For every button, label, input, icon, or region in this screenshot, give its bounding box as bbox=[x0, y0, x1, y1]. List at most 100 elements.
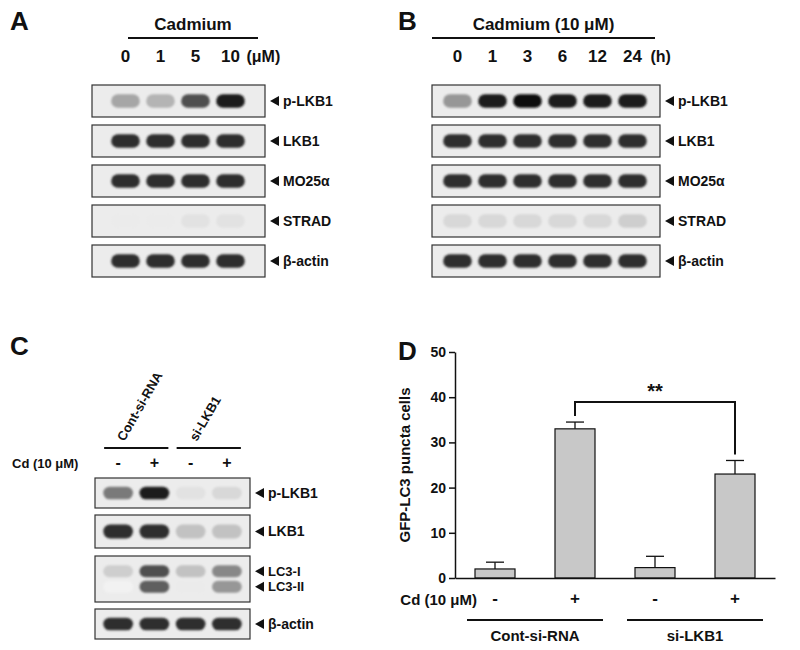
band bbox=[146, 214, 175, 227]
blot-box bbox=[432, 85, 660, 117]
band bbox=[181, 214, 210, 227]
band bbox=[146, 94, 175, 107]
y-tick-mark bbox=[449, 442, 455, 444]
band-arrow bbox=[255, 582, 264, 592]
blot-title: Cadmium (10 μM) bbox=[473, 15, 615, 34]
band bbox=[176, 618, 206, 631]
band-label: LC3-II bbox=[268, 579, 304, 594]
band bbox=[478, 174, 507, 187]
blot-box bbox=[92, 85, 265, 117]
band-arrow bbox=[665, 96, 674, 106]
treatment-label: Cd (10 μM) bbox=[12, 456, 78, 471]
band-label: LC3-I bbox=[268, 564, 301, 579]
figure: ACadmium01510(μM)p-LKB1LKB1MO25αSTRADβ-a… bbox=[0, 0, 800, 650]
lane-unit: (h) bbox=[651, 48, 671, 65]
lane-label: 6 bbox=[558, 47, 567, 66]
band-label: β-actin bbox=[268, 616, 314, 632]
lane-label: 1 bbox=[156, 47, 165, 66]
blot-box bbox=[95, 556, 250, 602]
band bbox=[216, 174, 245, 187]
band-label: p-LKB1 bbox=[678, 93, 728, 109]
panel-letter: C bbox=[10, 331, 29, 361]
band bbox=[146, 254, 175, 267]
blot-box bbox=[432, 245, 660, 277]
y-tick-mark bbox=[449, 397, 455, 399]
band bbox=[548, 134, 577, 147]
x-tick-label: + bbox=[570, 589, 580, 608]
band bbox=[443, 174, 472, 187]
lane-unit: (μM) bbox=[247, 48, 281, 65]
band bbox=[548, 214, 577, 227]
y-tick: 20 bbox=[430, 480, 455, 496]
band-label: MO25α bbox=[283, 173, 330, 189]
error-stem bbox=[734, 460, 735, 474]
error-stem bbox=[574, 422, 575, 429]
y-axis-label: GFP-LC3 puncta cells bbox=[396, 387, 413, 542]
band bbox=[111, 94, 140, 107]
band bbox=[216, 134, 245, 147]
x-tick-label: - bbox=[652, 589, 658, 608]
panel-letter: D bbox=[398, 336, 417, 366]
x-axis-line bbox=[456, 578, 776, 580]
y-axis-line bbox=[455, 353, 457, 579]
x-axis-label: Cd (10 μM) bbox=[400, 591, 477, 608]
lane-label: 0 bbox=[453, 47, 462, 66]
lane-label: 24 bbox=[623, 47, 642, 66]
band bbox=[146, 174, 175, 187]
error-cap bbox=[646, 556, 664, 557]
error-bar bbox=[646, 556, 664, 567]
lane-label: 3 bbox=[523, 47, 532, 66]
band bbox=[146, 134, 175, 147]
band bbox=[583, 134, 612, 147]
y-tick: 40 bbox=[430, 389, 455, 405]
lane-label: + bbox=[150, 454, 159, 471]
group-line bbox=[627, 619, 763, 621]
band bbox=[212, 525, 242, 539]
band bbox=[212, 581, 242, 593]
band bbox=[181, 174, 210, 187]
blot-box bbox=[432, 205, 660, 237]
y-tick-mark bbox=[449, 578, 455, 580]
band-arrow bbox=[270, 216, 279, 226]
band bbox=[140, 487, 170, 500]
error-bar bbox=[726, 460, 744, 474]
y-axis: 01020304050 bbox=[430, 344, 455, 586]
blot-panel: CCont-si-RNAsi-LKB1Cd (10 μM)-+-+p-LKB1L… bbox=[10, 331, 318, 639]
y-tick-mark bbox=[449, 533, 455, 535]
band bbox=[140, 565, 170, 577]
band bbox=[513, 174, 542, 187]
y-tick-label: 0 bbox=[438, 570, 446, 586]
band bbox=[103, 525, 133, 539]
band bbox=[216, 214, 245, 227]
band-arrow bbox=[255, 527, 264, 537]
band bbox=[618, 94, 647, 107]
band-label: p-LKB1 bbox=[268, 485, 318, 501]
blot-panel: BCadmium (10 μM)01361224(h)p-LKB1LKB1MO2… bbox=[398, 6, 728, 277]
band-arrow bbox=[255, 619, 264, 629]
lane-label: 1 bbox=[488, 47, 497, 66]
band bbox=[181, 134, 210, 147]
x-tick-label: + bbox=[730, 589, 740, 608]
band bbox=[111, 134, 140, 147]
y-tick-mark bbox=[449, 352, 455, 354]
band bbox=[478, 94, 507, 107]
band bbox=[583, 174, 612, 187]
x-tick-label: - bbox=[492, 589, 498, 608]
band bbox=[443, 214, 472, 227]
band bbox=[103, 581, 133, 593]
band-label: STRAD bbox=[678, 213, 726, 229]
band-arrow bbox=[270, 96, 279, 106]
error-bar bbox=[486, 562, 504, 569]
y-tick: 0 bbox=[438, 570, 455, 586]
band bbox=[176, 565, 206, 577]
y-tick-label: 40 bbox=[430, 389, 446, 405]
band bbox=[618, 174, 647, 187]
band bbox=[212, 487, 242, 500]
band bbox=[513, 94, 542, 107]
band bbox=[443, 254, 472, 267]
band bbox=[103, 487, 133, 500]
band bbox=[140, 618, 170, 631]
band bbox=[111, 214, 140, 227]
y-tick-label: 20 bbox=[430, 480, 446, 496]
y-tick: 30 bbox=[430, 434, 455, 450]
